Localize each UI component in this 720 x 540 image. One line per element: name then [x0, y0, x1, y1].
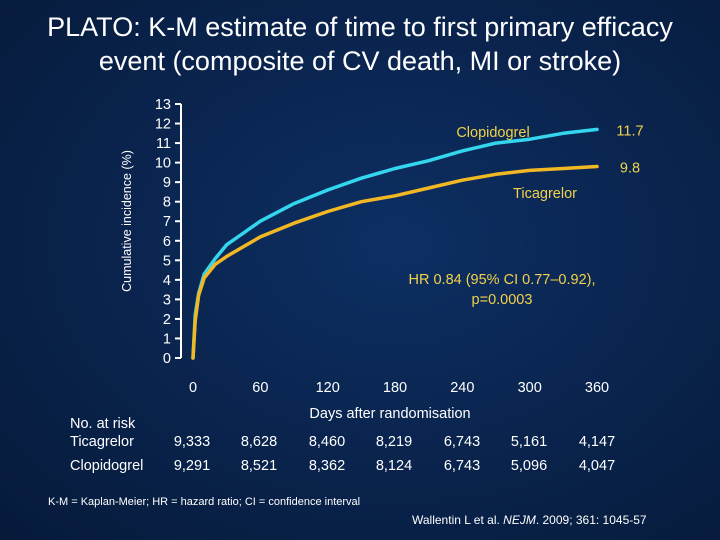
y-tick-label: 10 [155, 156, 171, 172]
citation-details: . 2009; 361: 1045-57 [535, 513, 647, 527]
citation-authors: Wallentin L et al. [412, 513, 504, 527]
risk-cell: 9,291 [173, 458, 211, 474]
title-line-1: PLATO: K-M estimate of time to first pri… [47, 12, 673, 42]
citation: Wallentin L et al. NEJM. 2009; 361: 1045… [412, 513, 647, 527]
y-tick-label: 5 [163, 253, 171, 269]
risk-cell: 5,161 [510, 434, 548, 450]
end-value-clopidogrel: 11.7 [616, 123, 643, 139]
hr-annotation-line1: HR 0.84 (95% CI 0.77–0.92), [409, 272, 596, 288]
y-tick-label: 8 [163, 195, 171, 211]
x-tick-label: 360 [585, 380, 609, 396]
y-tick-label: 4 [163, 273, 171, 289]
x-tick-label: 0 [189, 380, 197, 396]
hr-annotation-line2: p=0.0003 [472, 292, 533, 308]
risk-cell: 4,147 [578, 434, 616, 450]
risk-cell: 9,333 [173, 434, 211, 450]
risk-table-header: No. at risk [70, 416, 136, 432]
footnote: K-M = Kaplan-Meier; HR = hazard ratio; C… [48, 496, 361, 508]
risk-cell: 8,219 [375, 434, 413, 450]
risk-cell: 8,124 [375, 458, 413, 474]
risk-cell: 6,743 [443, 434, 481, 450]
x-tick-label: 60 [252, 380, 268, 396]
risk-cell: 5,096 [510, 458, 548, 474]
y-tick-label: 11 [156, 136, 171, 152]
series-label-ticagrelor: Ticagrelor [513, 186, 577, 202]
citation-journal: NEJM [503, 513, 536, 527]
risk-cell: 4,047 [578, 458, 616, 474]
y-tick-label: 6 [163, 234, 171, 250]
y-tick-label: 1 [163, 331, 171, 347]
x-axis-label: Days after randomisation [309, 406, 470, 422]
risk-cell: 8,362 [308, 458, 346, 474]
series-line-clopidogrel [191, 127, 599, 360]
y-axis-label: Cumulative incidence (%) [120, 150, 134, 292]
risk-cell: 8,521 [240, 458, 278, 474]
x-tick-label: 240 [450, 380, 474, 396]
y-tick-label: 9 [163, 175, 171, 191]
x-tick-label: 300 [518, 380, 542, 396]
series-line-ticagrelor [191, 164, 599, 360]
risk-cell: 6,743 [443, 458, 481, 474]
end-value-ticagrelor: 9.8 [620, 161, 640, 177]
risk-row-label-clopidogrel: Clopidogrel [70, 458, 144, 474]
risk-cell: 8,460 [308, 434, 346, 450]
y-tick-label: 2 [163, 312, 171, 328]
y-tick-label: 13 [155, 97, 171, 113]
x-tick-label: 180 [383, 380, 407, 396]
x-tick-label: 120 [316, 380, 340, 396]
y-tick-label: 12 [155, 117, 171, 133]
risk-cell: 8,628 [240, 434, 278, 450]
y-tick-label: 7 [163, 214, 171, 230]
series-label-clopidogrel: Clopidogrel [456, 125, 529, 141]
slide-title: PLATO: K-M estimate of time to first pri… [10, 10, 710, 78]
y-tick-label: 0 [163, 351, 171, 367]
y-tick-label: 3 [163, 292, 171, 308]
risk-row-label-ticagrelor: Ticagrelor [70, 434, 134, 450]
title-line-2: event (composite of CV death, MI or stro… [98, 46, 622, 76]
